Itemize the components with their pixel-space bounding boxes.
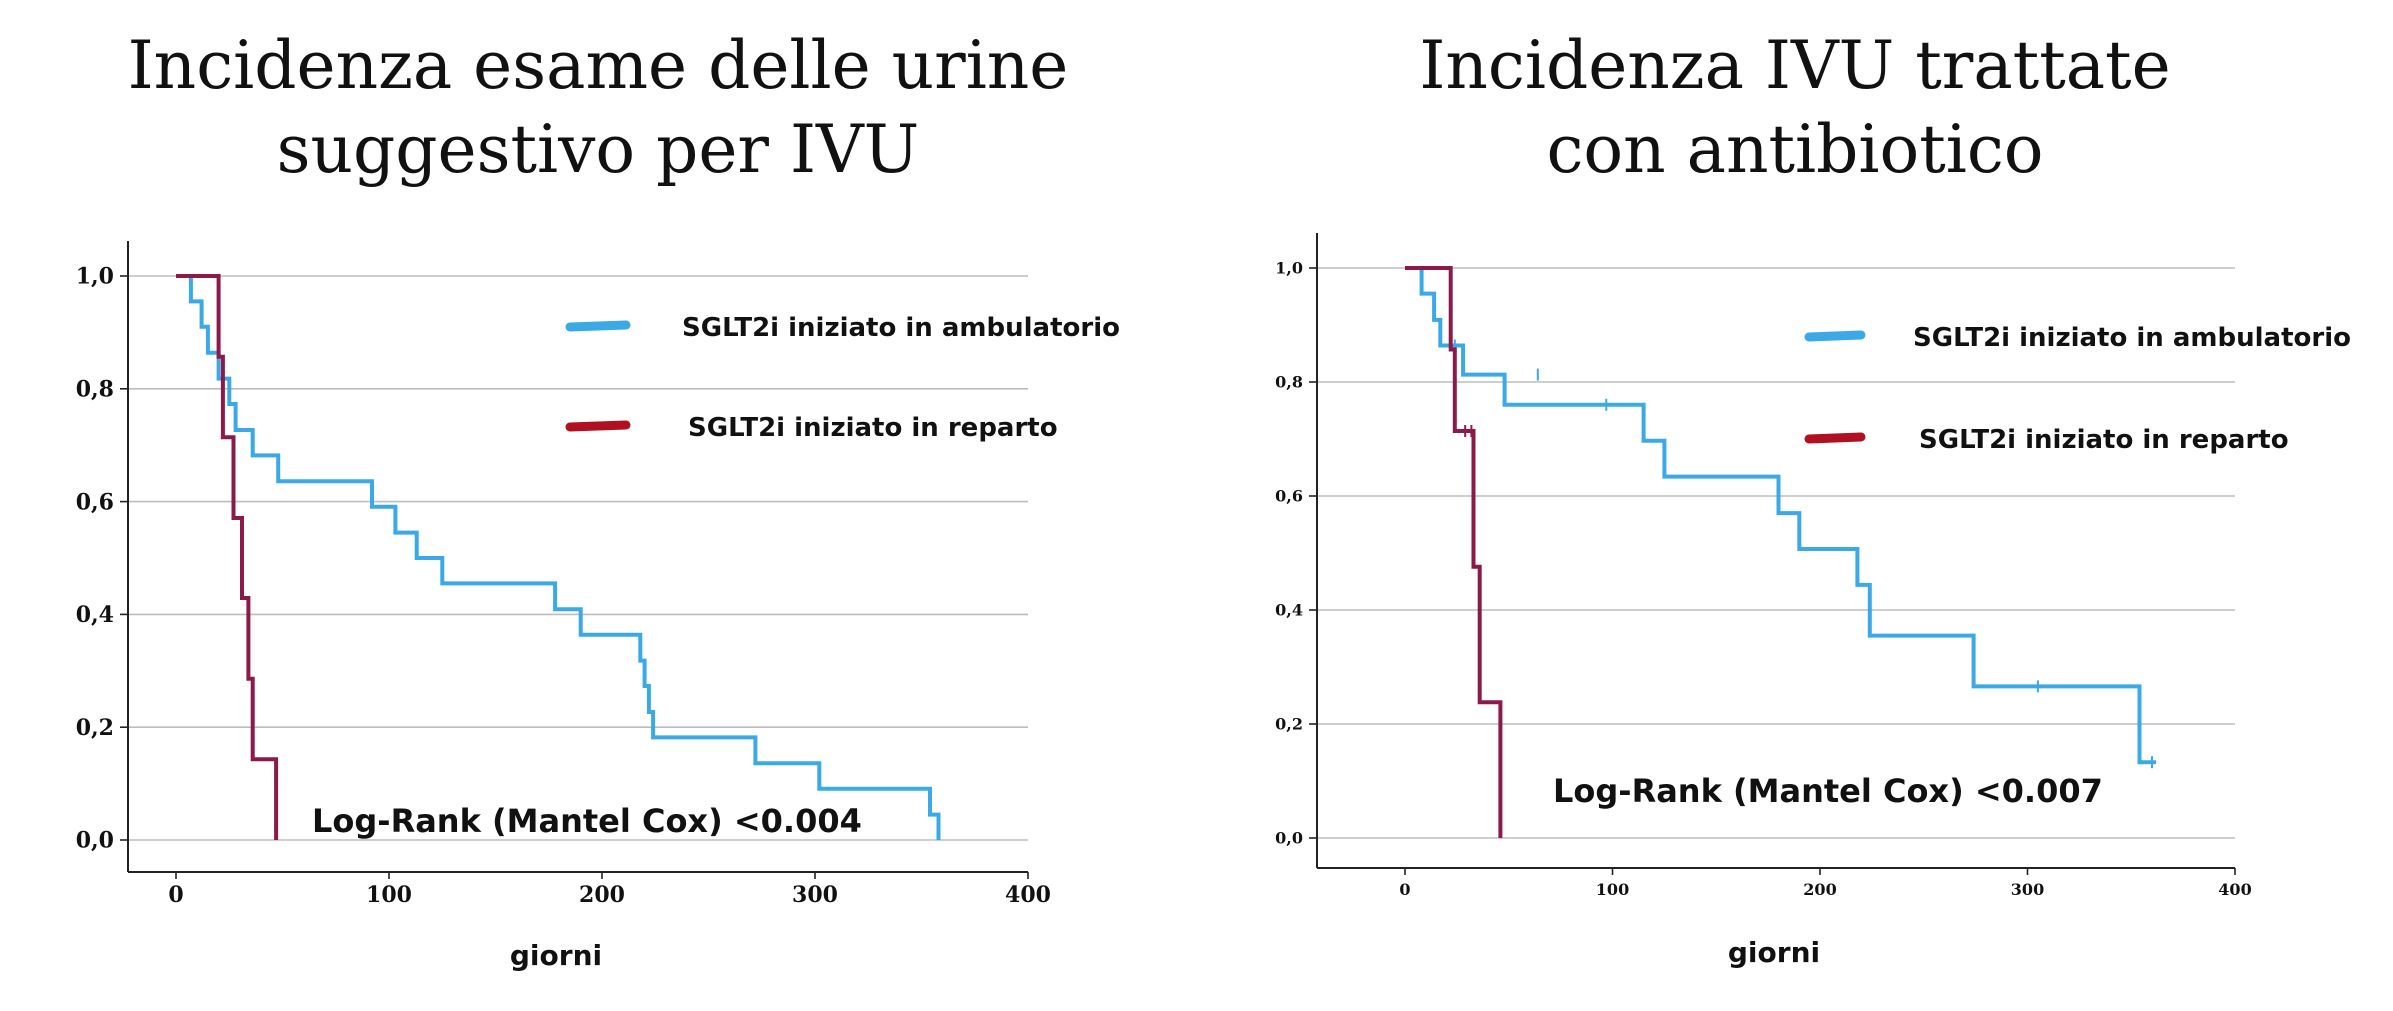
panel-urine: Incidenza esame delle urine suggestivo p… xyxy=(0,0,1196,1011)
y-tick-label: 0,0 xyxy=(76,828,114,854)
km-curve-reparto xyxy=(1405,266,1503,838)
y-tick-label: 0,6 xyxy=(1275,487,1303,506)
chart-title-line-1: Incidenza IVU trattate xyxy=(1419,27,2171,104)
km-chart-urine: 0,0 0,2 0,4 0,6 0,8 1,0 0 100 200 300 400 SGLT2i in… xyxy=(76,241,1120,972)
km-curve-ambulatorio xyxy=(176,274,941,840)
chart-title: Incidenza IVU trattate con antibiotico xyxy=(1197,24,2393,192)
legend-label-ambulatorio: SGLT2i iniziato in ambulatorio xyxy=(682,313,1120,343)
km-curve-reparto xyxy=(176,274,279,840)
legend-swatch-reparto xyxy=(1804,432,1866,444)
chart-title-line-2: suggestivo per IVU xyxy=(276,111,920,188)
chart-title: Incidenza esame delle urine suggestivo p… xyxy=(0,24,1196,192)
legend-swatch-reparto xyxy=(565,420,631,432)
log-rank-annotation: Log-Rank (Mantel Cox) <0.004 xyxy=(312,802,862,840)
chart-title-line-2: con antibiotico xyxy=(1546,111,2044,188)
x-tick-label: 200 xyxy=(579,882,625,908)
x-tick-label: 0 xyxy=(168,882,183,908)
y-tick-label: 0,2 xyxy=(1275,715,1303,734)
x-tick-label: 300 xyxy=(792,882,838,908)
y-tick-label: 0,4 xyxy=(76,602,114,628)
x-tick-label: 400 xyxy=(2218,880,2251,899)
x-tick-label: 0 xyxy=(1399,880,1410,899)
y-tick-label: 0,8 xyxy=(1275,373,1303,392)
km-chart-antibiotico: 0,0 0,2 0,4 0,6 0,8 1,0 0 100 200 300 400 SGLT2i in… xyxy=(1275,233,2351,969)
y-tick-label: 0,2 xyxy=(76,715,114,741)
y-tick-label: 0,8 xyxy=(76,377,114,403)
legend-label-ambulatorio: SGLT2i iniziato in ambulatorio xyxy=(1913,323,2351,353)
legend-label-reparto: SGLT2i iniziato in reparto xyxy=(688,413,1058,443)
km-curve-ambulatorio xyxy=(1405,266,2157,765)
y-tick-label: 1,0 xyxy=(1275,259,1303,278)
y-tick-label: 1,0 xyxy=(76,264,114,290)
x-axis-label: giorni xyxy=(1728,936,1820,969)
y-tick-label: 0,0 xyxy=(1275,829,1303,848)
x-axis-label: giorni xyxy=(510,939,602,972)
log-rank-annotation: Log-Rank (Mantel Cox) <0.007 xyxy=(1553,772,2103,810)
panel-antibiotico: Incidenza IVU trattate con antibiotico 0… xyxy=(1197,0,2393,1011)
y-tick-label: 0,6 xyxy=(76,489,114,515)
x-tick-label: 300 xyxy=(2011,880,2044,899)
legend-swatch-ambulatorio xyxy=(1804,330,1866,342)
x-tick-label: 100 xyxy=(366,882,412,908)
y-tick-label: 0,4 xyxy=(1275,601,1303,620)
legend-label-reparto: SGLT2i iniziato in reparto xyxy=(1919,425,2289,455)
chart-title-line-1: Incidenza esame delle urine xyxy=(127,27,1069,104)
x-tick-label: 200 xyxy=(1803,880,1836,899)
x-tick-label: 100 xyxy=(1596,880,1629,899)
legend-swatch-ambulatorio xyxy=(565,320,631,332)
x-tick-label: 400 xyxy=(1005,882,1051,908)
